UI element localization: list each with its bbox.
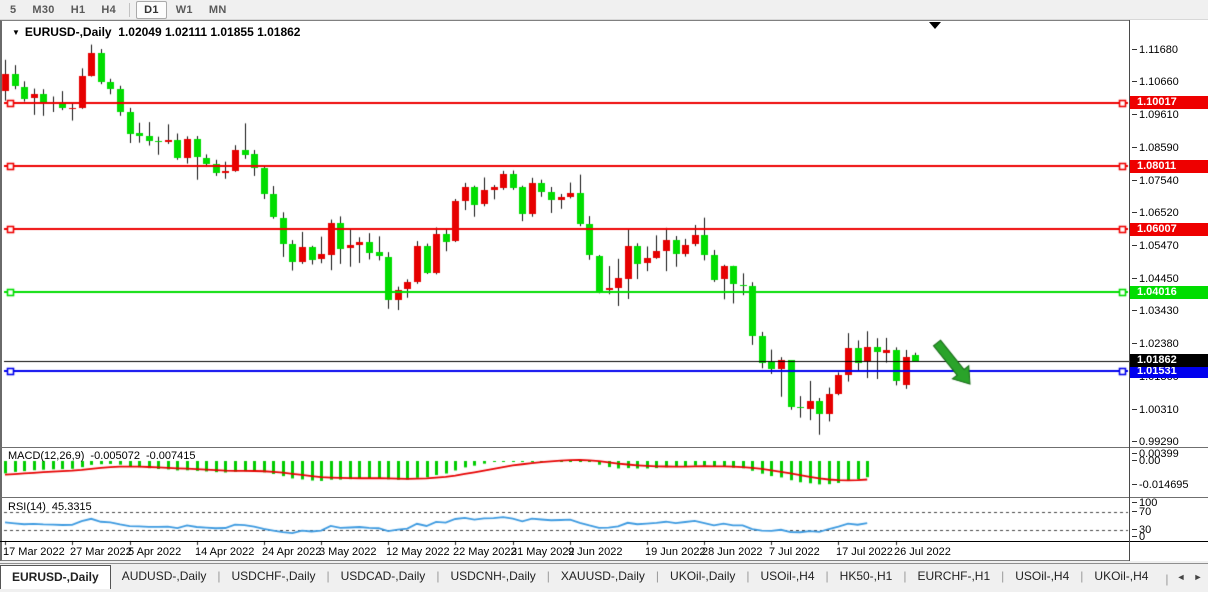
tab-divider: |	[825, 569, 829, 583]
date-axis-line	[0, 541, 1208, 542]
date-axis-label: 31 May 2022	[511, 546, 575, 558]
price-tick-label: 0.99290	[1132, 436, 1179, 448]
hline-price-badge: 1.08011	[1130, 160, 1208, 173]
tab-list: EURUSD-,Daily AUDUSD-,Daily | USDCHF-,Daily…	[0, 564, 1159, 589]
price-axis: 1.11680 1.10660 1.09610 1.08590 1.07540 1.065…	[1130, 20, 1208, 561]
date-axis-label: 28 Jun 2022	[702, 546, 763, 558]
date-axis-label: 12 May 2022	[386, 546, 450, 558]
date-axis-label: 9 Jun 2022	[568, 546, 623, 558]
date-axis-label: 17 Jul 2022	[836, 546, 893, 558]
tab-eurusd-daily-0[interactable]: EURUSD-,Daily	[0, 565, 111, 589]
hline-price-badge: 1.10017	[1130, 96, 1208, 109]
tab-divider: |	[746, 569, 750, 583]
date-axis-label: 19 Jun 2022	[645, 546, 706, 558]
tab-divider: |	[546, 569, 550, 583]
tab-scroll-right-icon[interactable]: ►	[1193, 571, 1203, 582]
tab-usoil-h4-7[interactable]: USOil-,H4	[760, 569, 815, 583]
date-axis-label: 7 Jul 2022	[769, 546, 820, 558]
timeframe-toolbar: 5 M30 H1 H4 D1 W1 MN	[0, 0, 1208, 20]
price-tick-label: 1.05470	[1132, 240, 1179, 252]
rsi-axis-label: 100	[1131, 497, 1158, 509]
macd-main-value: -0.005072	[90, 450, 140, 462]
rsi-pane-separator[interactable]	[0, 497, 1208, 498]
price-tick-label: 1.10660	[1132, 76, 1179, 88]
price-tick-label: 1.07540	[1132, 175, 1179, 187]
price-tick-label: 1.00310	[1132, 404, 1179, 416]
timeframe-button-mn[interactable]: MN	[208, 3, 227, 16]
tab-divider: |	[1001, 569, 1005, 583]
price-tick-label: 1.09610	[1132, 109, 1179, 121]
timeframe-button-h4[interactable]: H4	[101, 3, 117, 16]
timeframe-button-d1[interactable]: D1	[136, 0, 167, 19]
macd-name: MACD(12,26,9)	[8, 450, 85, 462]
price-tick-label: 1.08590	[1132, 142, 1179, 154]
chart-tab-bar: EURUSD-,Daily AUDUSD-,Daily | USDCHF-,Daily…	[0, 563, 1208, 589]
tab-scroll-left-icon[interactable]: ◄	[1176, 571, 1186, 582]
price-tick-label: 1.06520	[1132, 207, 1179, 219]
tab-divider: |	[436, 569, 440, 583]
rsi-label: RSI(14) 45.3315	[8, 501, 98, 513]
chart-canvas[interactable]	[0, 20, 1208, 561]
rsi-axis-label: 0	[1131, 531, 1146, 543]
date-axis-label: 3 May 2022	[319, 546, 377, 558]
macd-pane-separator[interactable]	[0, 447, 1208, 448]
tab-ukoil-h4-11[interactable]: UKOil-,H4	[1094, 569, 1149, 583]
tab-hk50-h1-8[interactable]: HK50-,H1	[839, 569, 893, 583]
tab-audusd-daily-1[interactable]: AUDUSD-,Daily	[121, 569, 207, 583]
timeframe-button-w1[interactable]: W1	[175, 3, 193, 16]
rsi-axis-label: 30	[1131, 524, 1152, 536]
tab-eurchf-h1-9[interactable]: EURCHF-,H1	[917, 569, 991, 583]
toolbar-separator	[129, 2, 131, 17]
price-tick-label: 1.02380	[1132, 338, 1179, 350]
rsi-axis-label: 70	[1131, 506, 1152, 518]
tab-divider: |	[655, 569, 660, 583]
current-price-badge: 1.01862	[1130, 354, 1208, 367]
price-axis-separator	[1129, 20, 1130, 561]
price-tick-label: 1.03430	[1132, 305, 1179, 317]
macd-axis-label: 0.00	[1131, 455, 1161, 467]
tab-divider: |	[903, 569, 907, 583]
macd-axis-label: -0.014695	[1132, 479, 1189, 491]
tab-scroll-controls: | ◄ ►	[1159, 564, 1208, 589]
price-tick-label: 1.04450	[1132, 273, 1179, 285]
chart-title: ▼ EURUSD-,Daily 1.02049 1.02111 1.01855 1…	[12, 25, 300, 39]
tab-divider: |	[217, 569, 221, 583]
macd-axis-label: 0.00399	[1132, 448, 1179, 460]
hline-price-badge: 1.01531	[1130, 365, 1208, 378]
tab-xauusd-daily-5[interactable]: XAUUSD-,Daily	[560, 569, 645, 583]
timeframe-button-5[interactable]: 5	[10, 3, 17, 16]
date-axis-label: 22 May 2022	[453, 546, 517, 558]
symbol-dropdown-icon[interactable]: ▼	[12, 28, 20, 37]
chart-shift-marker-icon	[929, 22, 941, 29]
hline-price-badge: 1.04016	[1130, 286, 1208, 299]
rsi-name: RSI(14)	[8, 501, 46, 513]
date-axis-label: 5 Apr 2022	[128, 546, 182, 558]
tab-divider: |	[326, 569, 330, 583]
chart-ohlc-values: 1.02049 1.02111 1.01855 1.01862	[118, 25, 301, 39]
tab-usoil-h4-10[interactable]: USOil-,H4	[1015, 569, 1070, 583]
rsi-value: 45.3315	[51, 501, 92, 513]
timeframe-button-m30[interactable]: M30	[32, 3, 55, 16]
macd-signal-value: -0.007415	[145, 450, 196, 462]
timeframe-button-h1[interactable]: H1	[70, 3, 86, 16]
tab-usdcnh-daily-4[interactable]: USDCNH-,Daily	[450, 569, 536, 583]
price-tick-label: 1.11680	[1132, 44, 1178, 56]
chart-symbol-label: EURUSD-,Daily	[24, 25, 112, 39]
hline-price-badge: 1.06007	[1130, 223, 1208, 236]
tab-divider: |	[1165, 572, 1169, 586]
date-axis-label: 27 Mar 2022	[70, 546, 132, 558]
date-axis-label: 24 Apr 2022	[262, 546, 322, 558]
macd-label: MACD(12,26,9) -0.005072 -0.007415	[8, 450, 202, 462]
date-axis-label: 14 Apr 2022	[195, 546, 255, 558]
tab-ukoil-daily-6[interactable]: UKOil-,Daily	[670, 569, 736, 583]
tab-usdchf-daily-2[interactable]: USDCHF-,Daily	[231, 569, 316, 583]
date-axis-label: 17 Mar 2022	[3, 546, 65, 558]
tab-usdcad-daily-3[interactable]: USDCAD-,Daily	[340, 569, 426, 583]
tab-divider: |	[1080, 569, 1084, 583]
date-axis-label: 26 Jul 2022	[894, 546, 951, 558]
